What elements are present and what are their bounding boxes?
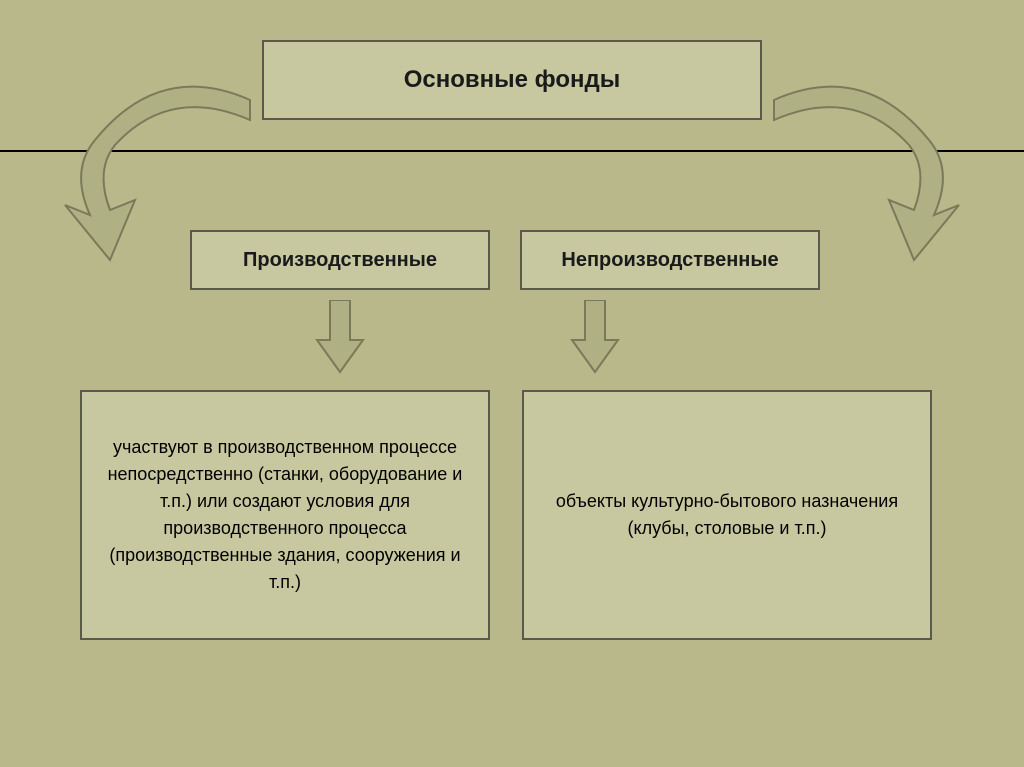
down-arrow-right: [570, 300, 620, 370]
description-text-left: участвуют в производственном процессе не…: [92, 434, 478, 596]
description-box-right: объекты культурно-бытового назначения (к…: [522, 390, 932, 640]
title-box: Основные фонды: [262, 40, 762, 120]
description-box-left: участвуют в производственном процессе не…: [80, 390, 490, 640]
category-label-right: Непроизводственные: [561, 249, 778, 272]
category-label-left: Производственные: [243, 249, 437, 272]
category-box-left: Производственные: [190, 230, 490, 290]
down-arrow-left: [315, 300, 365, 370]
description-text-right: объекты культурно-бытового назначения (к…: [534, 488, 920, 542]
category-box-right: Непроизводственные: [520, 230, 820, 290]
title-text: Основные фонды: [404, 66, 621, 94]
